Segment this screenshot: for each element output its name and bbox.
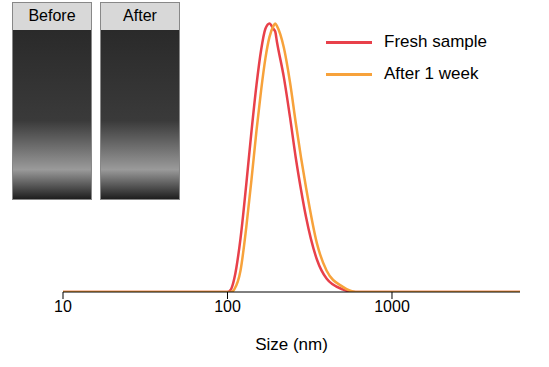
html-text:Fresh sample: Fresh sample: [384, 32, 487, 51]
html-text:Before: Before: [28, 7, 76, 24]
svg-text:100: 100: [214, 298, 241, 315]
svg-text:1000: 1000: [374, 298, 410, 315]
svg-text:10: 10: [54, 298, 72, 315]
html-text:After 1 week: After 1 week: [384, 64, 479, 83]
svg-text:Size (nm): Size (nm): [255, 335, 328, 354]
html-text:After: After: [123, 7, 157, 24]
